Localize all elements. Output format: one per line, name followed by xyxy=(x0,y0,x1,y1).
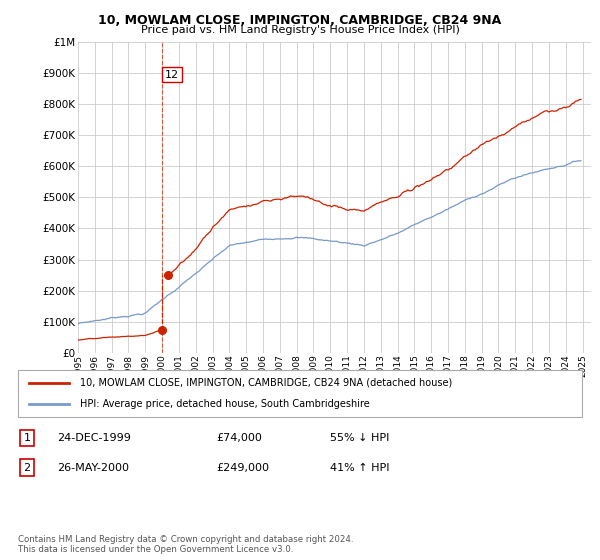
Text: 2: 2 xyxy=(23,463,31,473)
Text: 10, MOWLAM CLOSE, IMPINGTON, CAMBRIDGE, CB24 9NA (detached house): 10, MOWLAM CLOSE, IMPINGTON, CAMBRIDGE, … xyxy=(80,378,452,388)
Text: £74,000: £74,000 xyxy=(216,433,262,443)
Text: HPI: Average price, detached house, South Cambridgeshire: HPI: Average price, detached house, Sout… xyxy=(80,399,370,409)
Text: £249,000: £249,000 xyxy=(216,463,269,473)
Text: 12: 12 xyxy=(165,69,179,80)
Text: 41% ↑ HPI: 41% ↑ HPI xyxy=(330,463,389,473)
Text: 1: 1 xyxy=(23,433,31,443)
Text: 26-MAY-2000: 26-MAY-2000 xyxy=(57,463,129,473)
Text: 24-DEC-1999: 24-DEC-1999 xyxy=(57,433,131,443)
Text: 10, MOWLAM CLOSE, IMPINGTON, CAMBRIDGE, CB24 9NA: 10, MOWLAM CLOSE, IMPINGTON, CAMBRIDGE, … xyxy=(98,14,502,27)
Text: Contains HM Land Registry data © Crown copyright and database right 2024.
This d: Contains HM Land Registry data © Crown c… xyxy=(18,535,353,554)
Text: Price paid vs. HM Land Registry's House Price Index (HPI): Price paid vs. HM Land Registry's House … xyxy=(140,25,460,35)
Text: 55% ↓ HPI: 55% ↓ HPI xyxy=(330,433,389,443)
FancyBboxPatch shape xyxy=(18,370,582,417)
